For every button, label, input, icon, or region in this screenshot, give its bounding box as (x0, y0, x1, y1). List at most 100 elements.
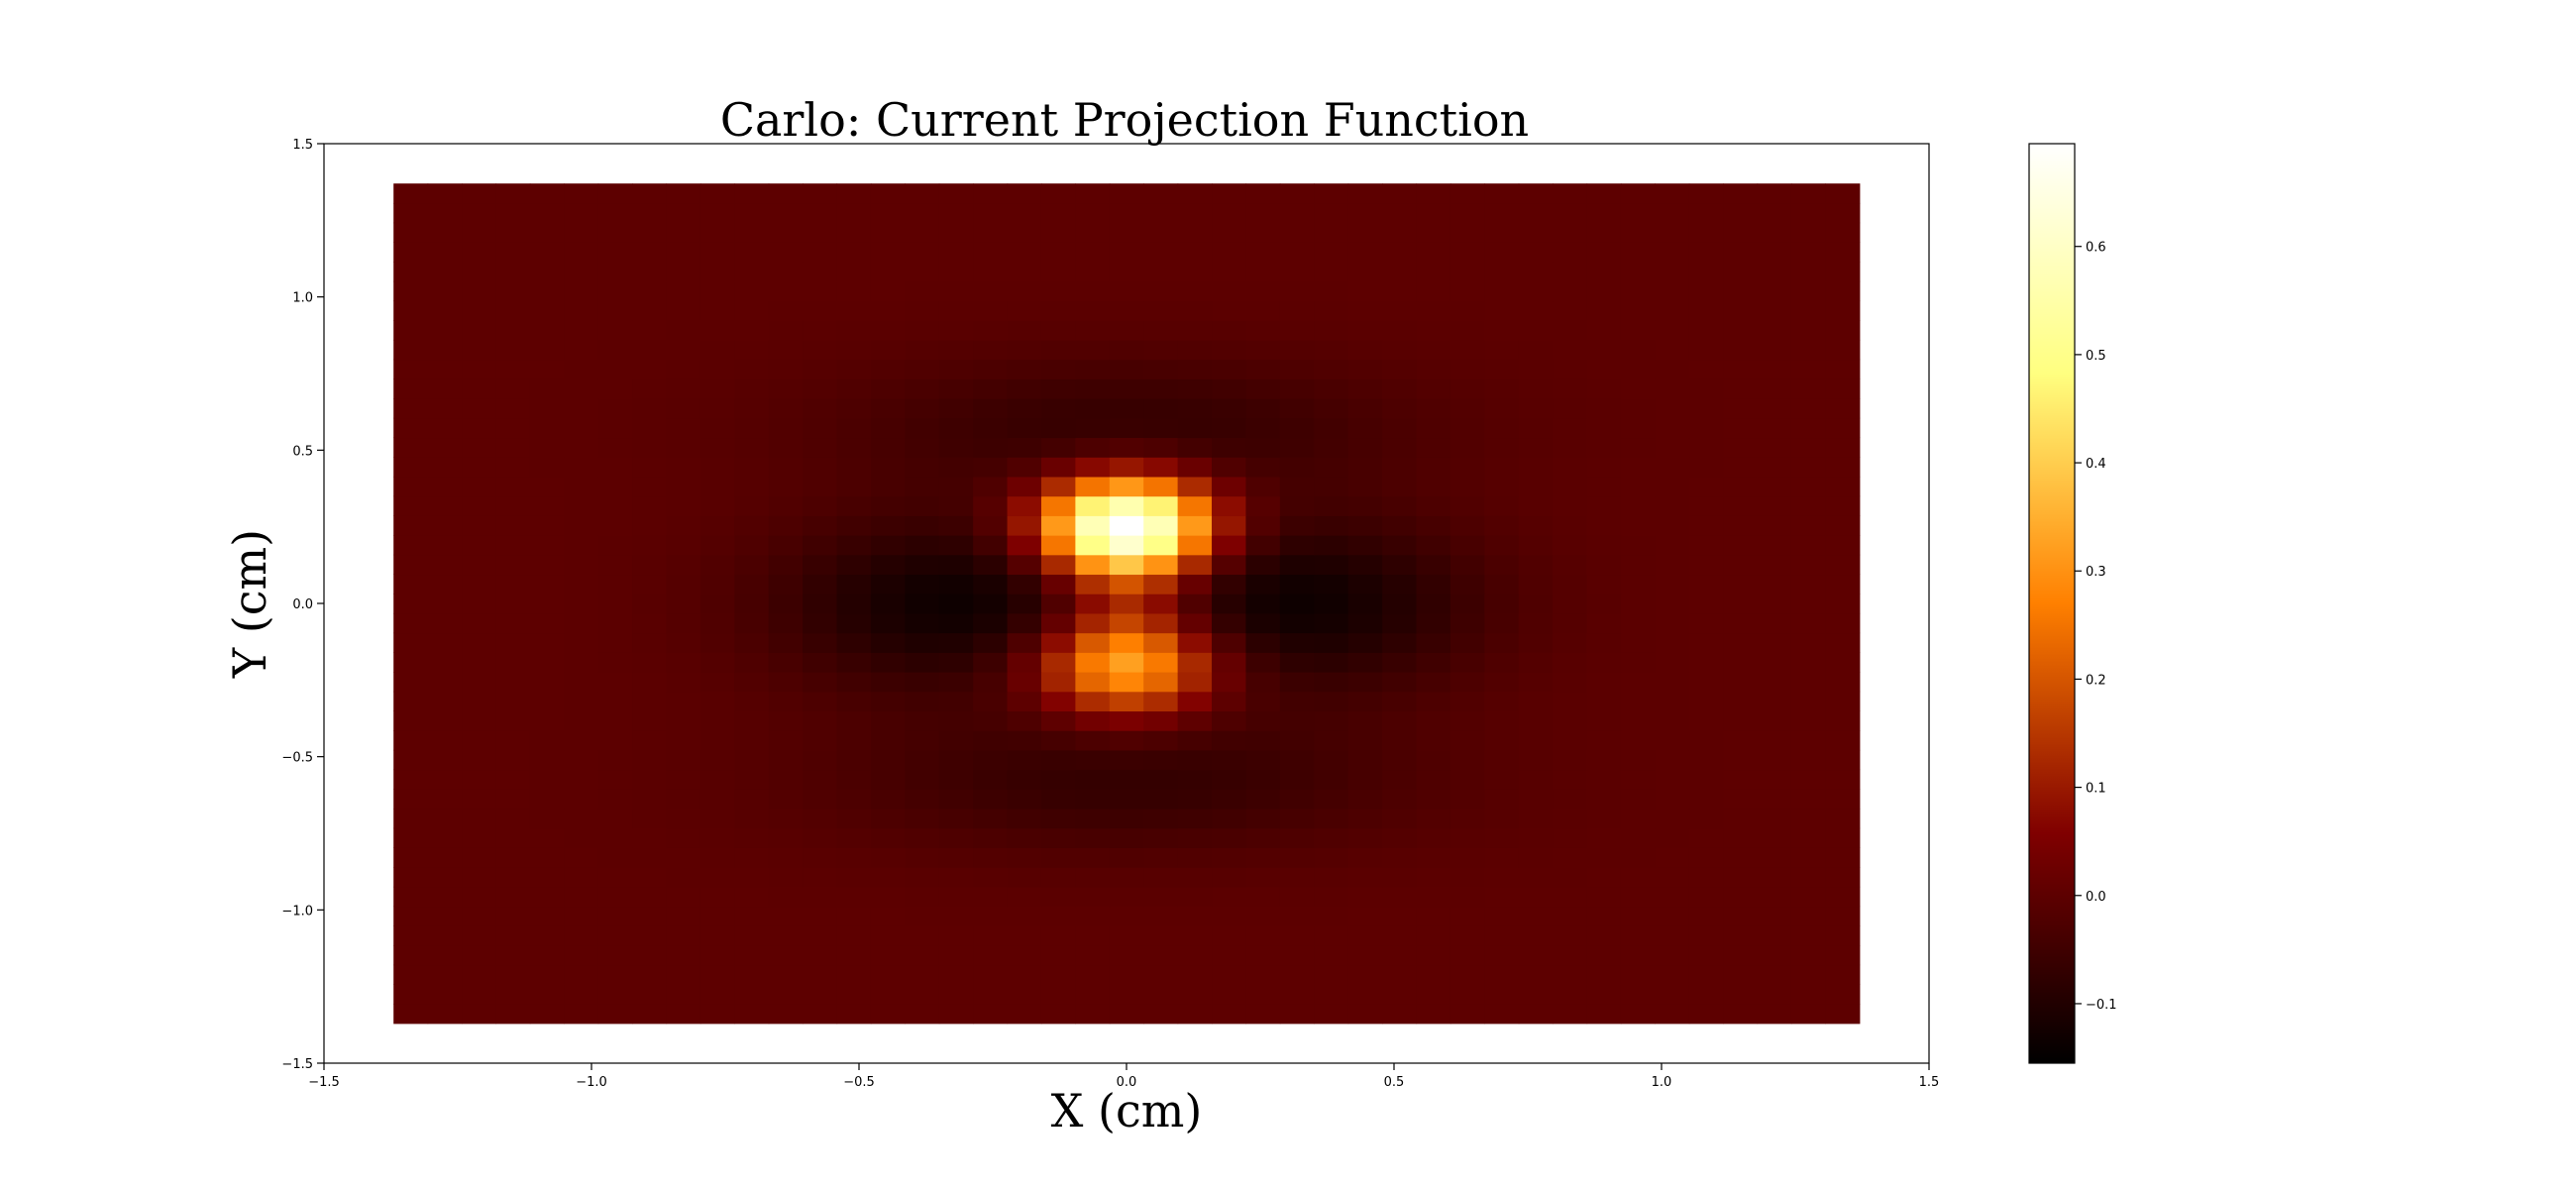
heatmap-cell (836, 749, 872, 771)
heatmap-cell (1382, 594, 1418, 614)
heatmap-cell (1586, 457, 1622, 478)
heatmap-cell (1075, 554, 1111, 576)
heatmap-cell (564, 789, 599, 810)
heatmap-cell (1040, 242, 1076, 263)
heatmap-cell (1040, 378, 1076, 399)
heatmap-cell (1655, 262, 1690, 282)
heatmap-cell (1655, 320, 1690, 341)
heatmap-cell (1177, 867, 1213, 888)
heatmap-cell (1449, 320, 1485, 341)
heatmap-cell (1177, 1004, 1213, 1025)
heatmap-cell (1688, 300, 1724, 321)
heatmap-cell (564, 769, 599, 790)
heatmap-cell (1688, 417, 1724, 439)
heatmap-cell (1688, 671, 1724, 693)
heatmap-cell (393, 359, 429, 379)
heatmap-cell (1416, 847, 1451, 868)
heatmap-cell (1143, 652, 1179, 673)
heatmap-cell (1449, 574, 1485, 594)
heatmap-cell (768, 359, 804, 379)
heatmap-cell (1347, 710, 1383, 731)
heatmap-cell (427, 262, 463, 282)
heatmap-cell (632, 202, 668, 224)
heatmap-cell (1279, 906, 1315, 926)
heatmap-cell (1757, 262, 1792, 282)
heatmap-cell (1279, 964, 1315, 985)
heatmap-cell (803, 886, 838, 908)
heatmap-cell (973, 1004, 1009, 1025)
heatmap-cell (973, 652, 1009, 673)
heatmap-cell (666, 280, 701, 302)
heatmap-cell (1825, 359, 1861, 379)
heatmap-cell (1655, 925, 1690, 946)
heatmap-cell (938, 594, 974, 614)
heatmap-cell (597, 554, 633, 576)
heatmap-cell (1825, 944, 1861, 966)
heatmap-cell (973, 984, 1009, 1005)
heatmap-cell (1143, 300, 1179, 321)
heatmap-cell (393, 730, 429, 751)
heatmap-cell (1382, 789, 1418, 810)
heatmap-cell (905, 769, 940, 790)
heatmap-cell (905, 457, 940, 478)
y-tick-label: −0.5 (281, 751, 313, 766)
heatmap-cell (1620, 769, 1656, 790)
heatmap-cell (699, 515, 735, 536)
heatmap-cell (1143, 691, 1179, 712)
heatmap-cell (870, 378, 906, 399)
heatmap-cell (1245, 944, 1281, 966)
heatmap-cell (1040, 886, 1076, 908)
heatmap-cell (938, 574, 974, 594)
heatmap-cell (1382, 769, 1418, 790)
heatmap-cell (1655, 906, 1690, 926)
heatmap-cell (1245, 242, 1281, 263)
heatmap-cell (462, 691, 497, 712)
heatmap-cell (1109, 671, 1144, 693)
heatmap-cell (938, 183, 974, 204)
heatmap-cell (529, 671, 565, 693)
heatmap-cell (1825, 925, 1861, 946)
heatmap-cell (768, 222, 804, 243)
heatmap-cell (1688, 749, 1724, 771)
heatmap-cell (938, 417, 974, 439)
heatmap-cell (1825, 457, 1861, 478)
heatmap-cell (1314, 320, 1349, 341)
heatmap-cell (1620, 827, 1656, 848)
heatmap-cell (1553, 769, 1588, 790)
heatmap-cell (1109, 730, 1144, 751)
heatmap-cell (973, 632, 1009, 653)
heatmap-cell (1723, 417, 1759, 439)
heatmap-cell (1040, 710, 1076, 731)
heatmap-cell (1382, 730, 1418, 751)
heatmap-cell (393, 749, 429, 771)
heatmap-cell (1314, 925, 1349, 946)
heatmap-cell (495, 691, 531, 712)
heatmap-cell (462, 808, 497, 829)
heatmap-cell (632, 359, 668, 379)
heatmap-cell (462, 554, 497, 576)
heatmap-cell (529, 789, 565, 810)
heatmap-cell (1007, 398, 1042, 419)
heatmap-cell (803, 457, 838, 478)
heatmap-cell (699, 378, 735, 399)
heatmap-cell (462, 730, 497, 751)
heatmap-cell (1518, 222, 1554, 243)
heatmap-cell (1314, 808, 1349, 829)
heatmap-cell (1484, 594, 1520, 614)
heatmap-cell (1177, 242, 1213, 263)
heatmap-cell (1416, 242, 1451, 263)
heatmap-cell (1449, 222, 1485, 243)
heatmap-cell (1484, 417, 1520, 439)
heatmap-cell (1484, 730, 1520, 751)
heatmap-cell (1790, 847, 1826, 868)
heatmap-cell (1212, 925, 1247, 946)
heatmap-cell (1109, 398, 1144, 419)
heatmap-cell (1416, 457, 1451, 478)
heatmap-cell (1177, 632, 1213, 653)
heatmap-cell (495, 437, 531, 458)
heatmap-cell (427, 808, 463, 829)
heatmap-cell (870, 437, 906, 458)
heatmap-cell (1655, 632, 1690, 653)
heatmap-cell (1177, 417, 1213, 439)
heatmap-cell (1688, 554, 1724, 576)
